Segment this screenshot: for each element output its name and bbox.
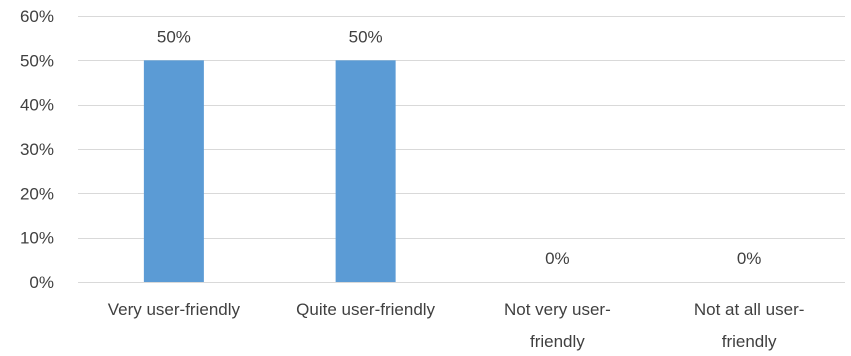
y-tick-label-20: 20% xyxy=(20,184,54,203)
data-label-2: 0% xyxy=(545,249,570,268)
bar-0 xyxy=(143,60,204,283)
y-tick-label-60: 60% xyxy=(20,7,54,26)
data-label-1: 50% xyxy=(349,27,383,46)
y-tick-label-40: 40% xyxy=(20,96,54,115)
data-label-0: 50% xyxy=(157,27,191,46)
category-label-0: Very user-friendly xyxy=(108,300,241,319)
gridlines xyxy=(78,16,845,283)
data-label-3: 0% xyxy=(737,249,762,268)
bars xyxy=(143,60,396,283)
category-label-2: Not very user-friendly xyxy=(504,300,611,351)
category-labels: Very user-friendly Quite user-friendly Not… xyxy=(108,300,805,351)
category-label-3-line-1: friendly xyxy=(722,332,777,351)
y-tick-label-0: 0% xyxy=(29,273,54,292)
y-tick-label-50: 50% xyxy=(20,51,54,70)
y-axis-tick-labels: 0% 10% 20% 30% 40% 50% 60% xyxy=(20,7,54,292)
category-label-2-line-1: friendly xyxy=(530,332,585,351)
category-label-2-line-0: Not very user- xyxy=(504,300,611,319)
category-label-0-line-0: Very user-friendly xyxy=(108,300,241,319)
category-label-1: Quite user-friendly xyxy=(296,300,435,319)
y-tick-label-30: 30% xyxy=(20,140,54,159)
y-tick-label-10: 10% xyxy=(20,229,54,248)
data-labels: 50% 50% 0% 0% xyxy=(157,27,762,268)
category-label-1-line-0: Quite user-friendly xyxy=(296,300,435,319)
category-label-3-line-0: Not at all user- xyxy=(694,300,805,319)
bar-1 xyxy=(335,60,396,283)
category-label-3: Not at all user-friendly xyxy=(694,300,805,351)
